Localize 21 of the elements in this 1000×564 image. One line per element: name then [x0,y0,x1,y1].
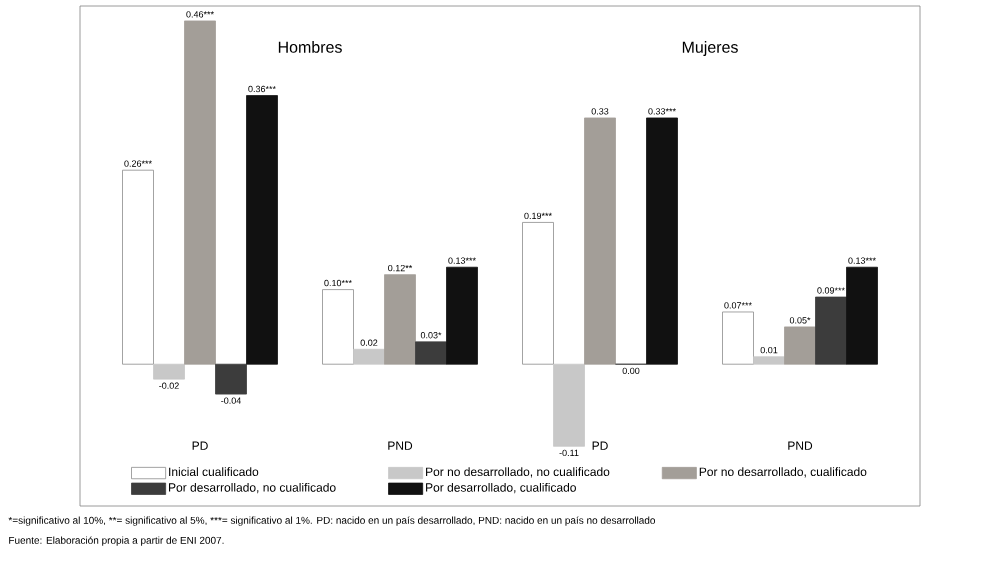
bar [353,348,385,365]
bar [784,326,816,365]
bar [384,274,416,365]
bar [153,363,185,380]
bar [415,341,447,365]
bar [753,356,785,365]
bar [553,363,585,447]
bar [584,117,616,365]
bar [446,266,478,365]
bar [246,95,278,365]
bar [522,222,554,365]
bar [815,296,847,365]
bar [846,266,878,365]
bar [646,117,678,365]
bar [722,311,754,365]
bar [184,20,216,365]
annotation: Hombres [278,41,342,53]
annotation: Mujeres [682,41,738,56]
bar [122,169,154,365]
bar [215,363,247,395]
bar [322,289,354,365]
